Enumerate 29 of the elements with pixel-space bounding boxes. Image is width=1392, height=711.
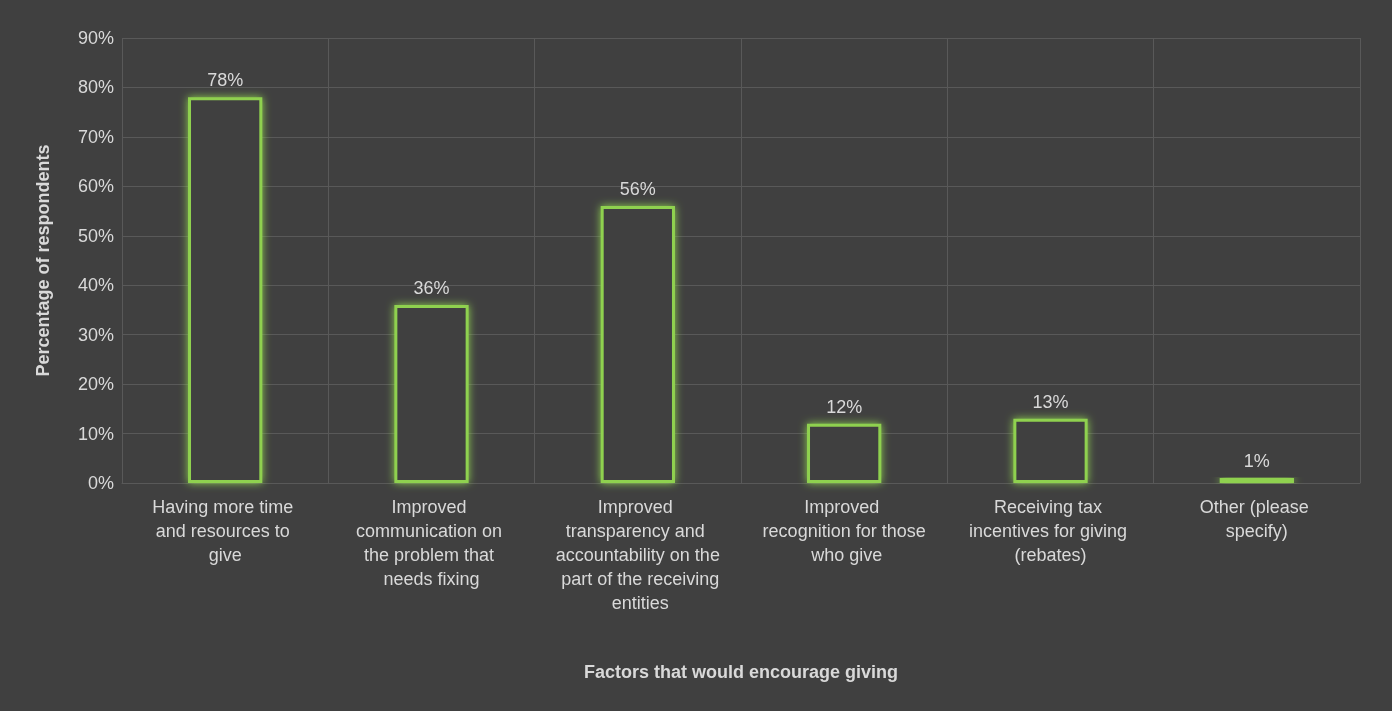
y-axis-title: Percentage of respondents xyxy=(33,144,53,377)
y-tick-label: 70% xyxy=(77,126,114,147)
y-tick-label: 20% xyxy=(77,374,114,395)
y-tick-label: 10% xyxy=(77,423,114,444)
x-tick-label: Having more time and resources to give xyxy=(152,497,299,565)
bar xyxy=(600,206,675,483)
y-tick-label: 80% xyxy=(77,77,114,98)
bar xyxy=(188,97,263,483)
data-label: 1% xyxy=(1243,451,1270,472)
y-tick-label: 50% xyxy=(77,225,114,246)
bar xyxy=(394,305,469,483)
x-tick-label: Receiving tax incentives for giving (rebates) xyxy=(968,497,1133,565)
x-tick-label: Other (please specify) xyxy=(1199,497,1314,541)
y-tick-label: 90% xyxy=(77,28,114,48)
y-tick-label: 40% xyxy=(77,275,114,296)
x-axis-title: Factors that would encourage giving xyxy=(583,662,899,682)
data-label: 12% xyxy=(826,396,863,417)
y-tick-label: 30% xyxy=(77,324,114,345)
data-label: 78% xyxy=(207,70,244,91)
data-label: 56% xyxy=(619,179,656,200)
data-label: 13% xyxy=(1032,391,1069,412)
x-tick-label: Improved transparency and accountability on the part of the receiving entities xyxy=(555,497,720,613)
data-label: 36% xyxy=(413,278,450,298)
x-tick-label: Improved communication on the problem that needs fixing xyxy=(355,497,508,589)
bar xyxy=(1013,418,1088,483)
bar xyxy=(807,423,882,483)
x-tick-label: Improved recognition for those who give xyxy=(762,497,926,565)
y-tick-label: 0% xyxy=(87,473,114,493)
y-tick-label: 60% xyxy=(77,176,114,197)
